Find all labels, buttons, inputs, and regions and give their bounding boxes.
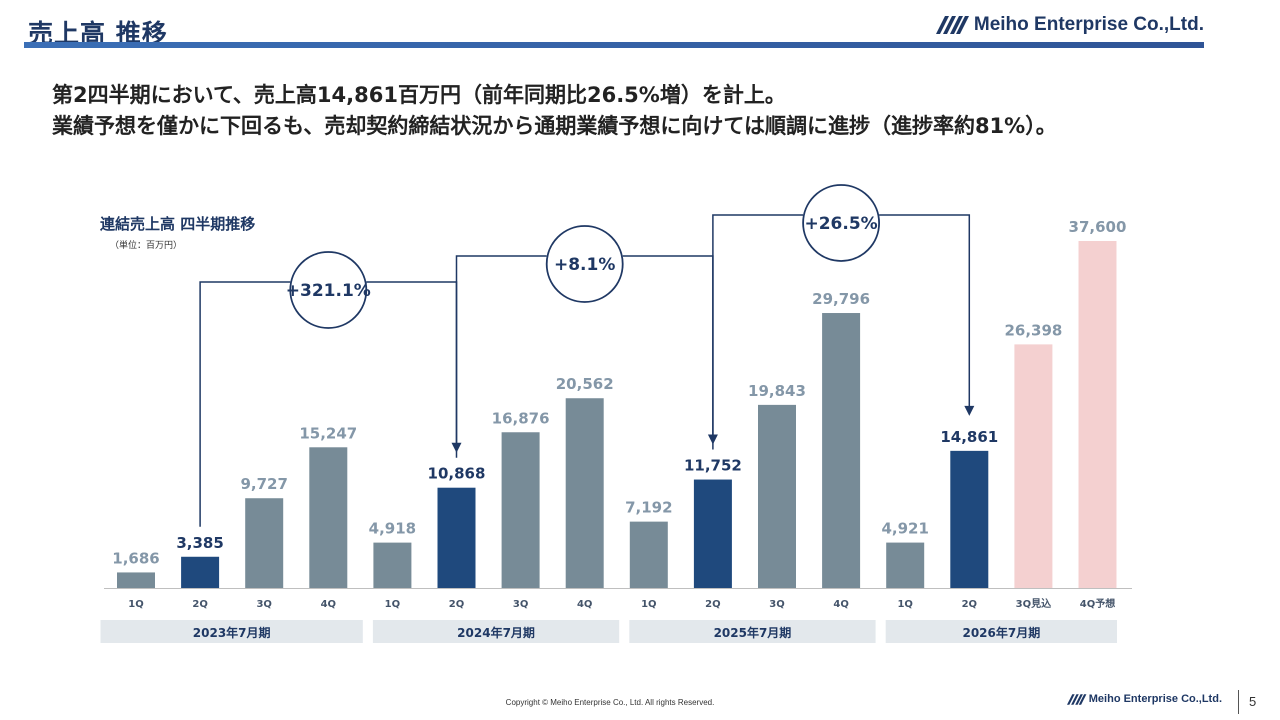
- category-label: 2Q: [962, 599, 977, 610]
- growth-connector-left: [712, 214, 804, 450]
- bar-2Q-13: [950, 450, 989, 588]
- footer-company-name: Meiho Enterprise Co.,Ltd.: [1088, 693, 1222, 705]
- fiscal-year-box: [885, 620, 1117, 643]
- bar-3Q見込-14: [1014, 344, 1053, 588]
- bar-1Q-0: [117, 572, 155, 588]
- growth-connector-right: [622, 255, 714, 438]
- chart-unit: （単位：百万円）: [110, 239, 182, 251]
- lead-line-1: 第2四半期において、売上高14,861百万円（前年同期比26.5%増）を計上。: [52, 83, 786, 107]
- chart-title: 連結売上高 四半期推移: [100, 215, 255, 233]
- value-label: 19,843: [748, 382, 806, 400]
- bar-3Q-2: [245, 498, 284, 588]
- meiho-logo-icon: [935, 16, 969, 34]
- bar-3Q-10: [758, 404, 796, 588]
- bar-4Q-3: [309, 447, 348, 588]
- bar-2Q-1: [181, 556, 220, 588]
- bar-2Q-5: [437, 487, 476, 588]
- value-label: 11,752: [684, 457, 742, 475]
- page-number: 5: [1249, 694, 1257, 709]
- copyright-text: Copyright © Meiho Enterprise Co., Ltd. A…: [505, 698, 715, 707]
- value-label: 15,247: [299, 424, 357, 442]
- bar-1Q-12: [886, 542, 925, 588]
- category-label: 1Q: [641, 599, 656, 610]
- category-label: 3Q: [256, 599, 271, 610]
- category-label: 2Q: [192, 599, 207, 610]
- company-logo: Meiho Enterprise Co.,Ltd.: [935, 14, 1204, 36]
- growth-circle: [802, 184, 880, 262]
- bar-1Q-8: [629, 521, 668, 588]
- category-label: 1Q: [128, 599, 143, 610]
- value-label: 14,861: [940, 428, 998, 446]
- category-label: 2Q: [705, 599, 720, 610]
- category-label: 3Q: [513, 599, 528, 610]
- value-label: 3,385: [176, 534, 223, 552]
- value-label: 10,868: [428, 465, 486, 483]
- fiscal-year-label: 2026年7月期: [962, 625, 1040, 640]
- company-name: Meiho Enterprise Co.,Ltd.: [973, 14, 1204, 35]
- growth-connector-right: [366, 281, 458, 446]
- growth-arrow-head: [964, 405, 975, 416]
- growth-connector-left: [199, 281, 291, 527]
- value-label: 26,398: [1004, 321, 1062, 339]
- bar-2Q-9: [693, 479, 732, 588]
- category-label: 3Q見込: [1016, 597, 1051, 610]
- category-label: 3Q: [769, 599, 784, 610]
- bar-4Q予想-15: [1078, 241, 1117, 588]
- growth-connector-left: [455, 255, 547, 458]
- title-rule: [24, 42, 1204, 48]
- growth-rate-label: +321.1%: [286, 281, 371, 301]
- value-label: 29,796: [812, 290, 870, 308]
- bar-3Q-6: [501, 432, 540, 588]
- category-label: 1Q: [897, 599, 912, 610]
- value-label: 20,562: [556, 375, 614, 393]
- footer-separator: [1238, 690, 1239, 714]
- category-label: 4Q予想: [1080, 597, 1115, 610]
- growth-rate-label: +8.1%: [554, 255, 615, 275]
- footer-logo-icon: [1066, 693, 1087, 705]
- category-label: 4Q: [321, 599, 336, 610]
- value-label: 16,876: [492, 409, 550, 427]
- growth-circle: [289, 251, 368, 329]
- bar-4Q-11: [822, 313, 861, 588]
- bar-1Q-4: [373, 542, 412, 588]
- growth-rate-label: +26.5%: [804, 214, 877, 234]
- footer-logo: Meiho Enterprise Co.,Ltd.: [1066, 693, 1222, 705]
- fiscal-year-box: [100, 620, 363, 643]
- lead-line-2: 業績予想を僅かに下回るも、売却契約締結状況から通期業績予想に向けては順調に進捗（…: [52, 114, 1057, 138]
- value-label: 1,686: [112, 549, 159, 567]
- growth-connector-right: [879, 214, 971, 409]
- category-label: 2Q: [449, 599, 464, 610]
- value-label: 9,727: [240, 475, 287, 493]
- value-label: 7,192: [625, 499, 672, 517]
- lead-text: 第2四半期において、売上高14,861百万円（前年同期比26.5%増）を計上。 …: [52, 80, 1057, 142]
- value-label: 4,918: [369, 520, 416, 538]
- value-label: 4,921: [881, 520, 928, 538]
- category-label: 4Q: [577, 599, 592, 610]
- fiscal-year-box: [629, 620, 876, 643]
- growth-circle: [545, 225, 624, 303]
- fiscal-year-label: 2023年7月期: [193, 625, 271, 640]
- fiscal-year-box: [372, 620, 620, 643]
- fiscal-year-label: 2024年7月期: [457, 625, 535, 640]
- category-label: 1Q: [385, 599, 400, 610]
- fiscal-year-label: 2025年7月期: [714, 625, 792, 640]
- value-label: 37,600: [1069, 218, 1127, 236]
- bar-4Q-7: [565, 398, 604, 588]
- category-label: 4Q: [833, 599, 848, 610]
